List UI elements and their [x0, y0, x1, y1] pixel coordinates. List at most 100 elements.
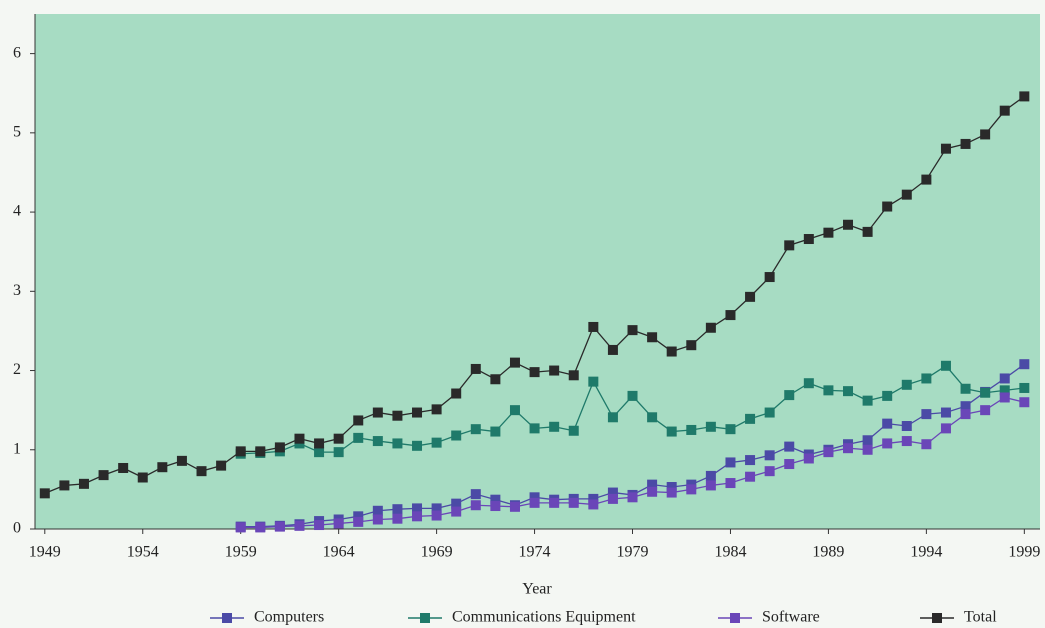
marker: [314, 438, 325, 449]
marker: [529, 423, 540, 434]
marker: [431, 510, 442, 521]
marker: [784, 441, 795, 452]
marker: [451, 430, 462, 441]
x-tick-label: 1989: [812, 544, 844, 561]
legend-label: Communications Equipment: [452, 609, 636, 626]
marker: [392, 438, 403, 449]
marker: [901, 189, 912, 200]
legend-label: Total: [964, 609, 997, 626]
marker: [725, 424, 736, 435]
x-tick-label: 1979: [617, 544, 649, 561]
marker: [607, 493, 618, 504]
y-tick-label: 3: [13, 282, 21, 299]
marker: [1019, 91, 1030, 102]
marker: [118, 462, 129, 473]
marker: [647, 486, 658, 497]
x-tick-label: 1999: [1008, 544, 1040, 561]
x-tick-label: 1959: [225, 544, 257, 561]
marker: [431, 503, 442, 514]
x-tick-label: 1949: [29, 544, 61, 561]
y-tick-label: 6: [13, 44, 21, 61]
marker: [333, 433, 344, 444]
marker: [274, 442, 285, 453]
marker: [666, 346, 677, 357]
marker: [725, 310, 736, 321]
marker: [960, 409, 971, 420]
legend-marker: [222, 613, 232, 623]
marker: [549, 421, 560, 432]
legend-marker: [730, 613, 740, 623]
marker: [607, 344, 618, 355]
marker: [235, 522, 246, 533]
marker: [940, 143, 951, 154]
marker: [607, 412, 618, 423]
marker: [823, 385, 834, 396]
marker: [333, 518, 344, 529]
marker: [451, 498, 462, 509]
marker: [294, 433, 305, 444]
marker: [823, 447, 834, 458]
marker: [999, 385, 1010, 396]
marker: [999, 105, 1010, 116]
marker: [588, 321, 599, 332]
marker: [705, 470, 716, 481]
marker: [666, 426, 677, 437]
marker: [745, 455, 756, 466]
marker: [921, 373, 932, 384]
marker: [960, 383, 971, 394]
marker: [882, 418, 893, 429]
marker: [568, 370, 579, 381]
marker: [940, 407, 951, 418]
marker: [921, 409, 932, 420]
marker: [901, 379, 912, 390]
marker: [784, 459, 795, 470]
marker: [647, 479, 658, 490]
marker: [255, 522, 266, 533]
marker: [823, 227, 834, 238]
legend-marker: [420, 613, 430, 623]
marker: [627, 325, 638, 336]
marker: [764, 450, 775, 461]
marker: [862, 395, 873, 406]
marker: [980, 387, 991, 398]
marker: [588, 376, 599, 387]
marker: [392, 410, 403, 421]
marker: [274, 521, 285, 532]
y-tick-label: 1: [13, 440, 21, 457]
marker: [549, 497, 560, 508]
marker: [940, 360, 951, 371]
marker: [627, 390, 638, 401]
marker: [353, 432, 364, 443]
marker: [627, 492, 638, 503]
marker: [784, 390, 795, 401]
marker: [372, 436, 383, 447]
marker: [980, 405, 991, 416]
marker: [98, 470, 109, 481]
marker: [705, 322, 716, 333]
marker: [314, 447, 325, 458]
x-tick-label: 1969: [421, 544, 453, 561]
marker: [725, 478, 736, 489]
marker: [745, 291, 756, 302]
marker: [803, 378, 814, 389]
marker: [314, 520, 325, 531]
marker: [529, 492, 540, 503]
marker: [843, 219, 854, 230]
y-tick-label: 2: [13, 361, 21, 378]
marker: [686, 424, 697, 435]
marker: [764, 407, 775, 418]
marker: [705, 480, 716, 491]
y-tick-label: 4: [13, 203, 21, 220]
marker: [470, 363, 481, 374]
marker: [529, 497, 540, 508]
marker: [255, 446, 266, 457]
marker: [921, 174, 932, 185]
marker: [412, 503, 423, 514]
legend-label: Computers: [254, 609, 324, 626]
marker: [509, 357, 520, 368]
marker: [862, 435, 873, 446]
y-tick-label: 0: [13, 520, 21, 537]
marker: [568, 497, 579, 508]
marker: [588, 499, 599, 510]
marker: [686, 340, 697, 351]
